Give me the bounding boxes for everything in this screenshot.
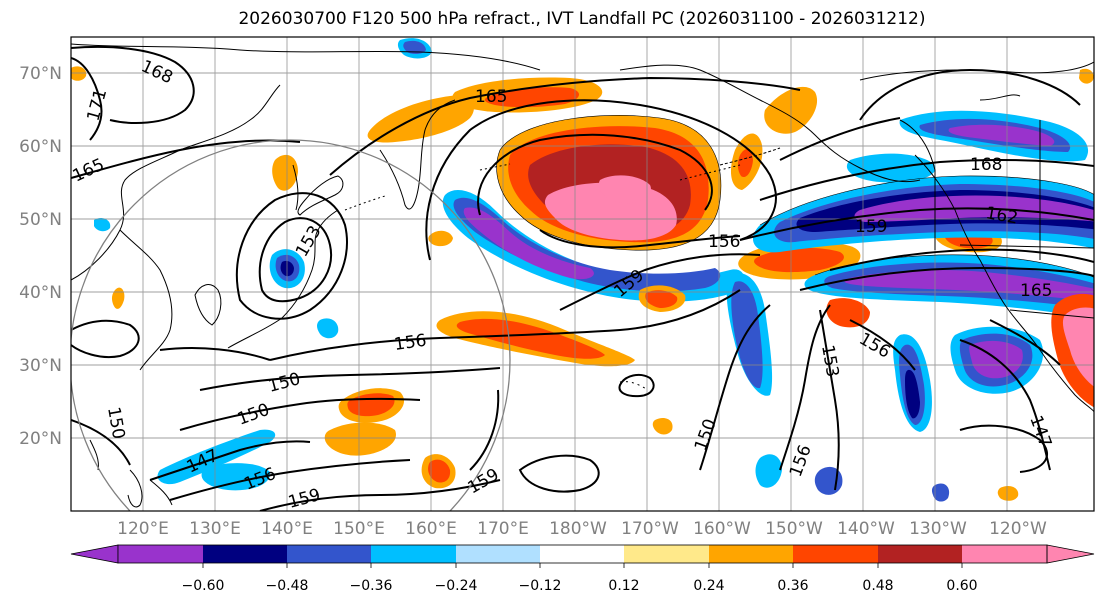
colorbar-segment <box>371 545 456 563</box>
colorbar-tick-label: −0.48 <box>266 578 309 594</box>
contour-label: 165 <box>475 87 507 107</box>
colorbar-tick-label: −0.60 <box>182 578 225 594</box>
lon-tick-label: 140°E <box>261 519 313 539</box>
lat-tick-label: 30°N <box>19 356 62 376</box>
coastlines <box>71 43 1094 508</box>
landfall-radius-circle <box>71 139 511 511</box>
shading-outlines <box>496 115 1094 278</box>
contour-label: 156 <box>708 232 740 252</box>
colorbar-arrow-low <box>70 544 119 564</box>
colorbar-segment <box>287 545 371 563</box>
colorbar-tick-label: 0.36 <box>777 578 808 594</box>
colorbar-segment <box>118 545 203 563</box>
colorbar-segment <box>709 545 793 563</box>
lon-tick-label: 140°W <box>837 519 895 539</box>
colorbar-segment <box>456 545 540 563</box>
colorbar-segment <box>624 545 709 563</box>
colorbar-segment <box>878 545 962 563</box>
colorbar: −0.60 −0.48 −0.36 −0.24 −0.12 0.12 0.24 … <box>70 544 1095 594</box>
colorbar-segment <box>793 545 878 563</box>
lat-tick-label: 20°N <box>19 429 62 449</box>
lon-tick-label: 120°E <box>117 519 169 539</box>
lat-axis: 70°N 60°N 50°N 40°N 30°N 20°N <box>19 64 62 449</box>
colorbar-segment <box>203 545 287 563</box>
lon-tick-label: 170°E <box>477 519 529 539</box>
contour-label: 156 <box>393 331 428 355</box>
colorbar-tick-label: 0.12 <box>608 578 639 594</box>
colorbar-tick-label: 0.60 <box>946 578 977 594</box>
colorbar-arrow-high <box>1046 544 1095 564</box>
contour-label: 159 <box>855 217 887 237</box>
lon-tick-label: 180°W <box>549 519 607 539</box>
colorbar-tick-label: −0.36 <box>350 578 393 594</box>
lon-tick-label: 120°W <box>989 519 1047 539</box>
lon-tick-label: 160°E <box>405 519 457 539</box>
lon-tick-label: 130°E <box>189 519 241 539</box>
lat-tick-label: 50°N <box>19 210 62 230</box>
contour-lines <box>71 45 1094 511</box>
colorbar-segment <box>540 545 624 563</box>
colorbar-frame <box>117 544 1048 564</box>
shading-layer <box>71 38 1094 502</box>
map-border <box>70 36 1095 512</box>
lat-tick-label: 40°N <box>19 283 62 303</box>
lat-tick-label: 70°N <box>19 64 62 84</box>
lat-tick-label: 60°N <box>19 137 62 157</box>
map-title: 2026030700 F120 500 hPa refract., IVT La… <box>238 9 926 29</box>
contour-label: 165 <box>1020 281 1052 301</box>
lon-tick-label: 160°W <box>693 519 751 539</box>
colorbar-tick-label: −0.12 <box>519 578 562 594</box>
lon-tick-label: 150°W <box>765 519 823 539</box>
contour-label: 168 <box>970 155 1002 175</box>
lon-tick-label: 150°E <box>333 519 385 539</box>
lon-axis: 120°E 130°E 140°E 150°E 160°E 170°E 180°… <box>117 519 1047 539</box>
colorbar-tick-label: 0.48 <box>862 578 893 594</box>
colorbar-tick-label: 0.24 <box>693 578 724 594</box>
lon-tick-label: 130°W <box>909 519 967 539</box>
colorbar-segment <box>962 545 1047 563</box>
lon-tick-label: 170°W <box>621 519 679 539</box>
colorbar-tick-label: −0.24 <box>435 578 478 594</box>
